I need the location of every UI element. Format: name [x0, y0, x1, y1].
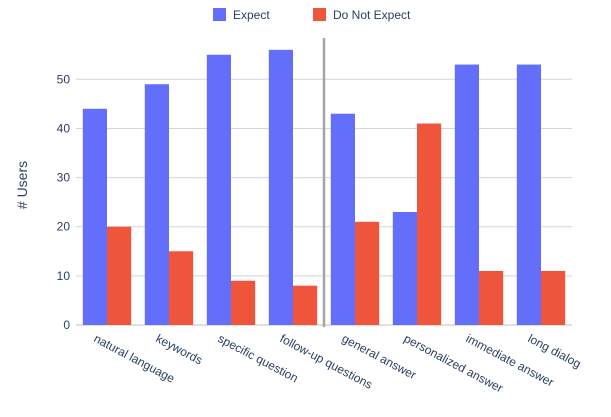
bar-expect-1 [144, 84, 169, 325]
bar-do-not-expect-6 [479, 270, 504, 325]
legend-swatch[interactable] [213, 8, 226, 21]
y-tick-labels: 0 10 20 30 40 50 [57, 72, 71, 332]
y-tick-label: 10 [57, 269, 71, 283]
y-tick-label: 20 [57, 220, 71, 234]
bar-expect-0 [82, 108, 107, 325]
bar-expect-6 [454, 64, 479, 325]
y-axis-title: # Users [14, 161, 30, 209]
bar-expect-7 [516, 64, 541, 325]
legend-label[interactable]: Do Not Expect [333, 8, 411, 22]
y-tick-label: 50 [57, 72, 71, 86]
bar-expect-5 [392, 211, 417, 325]
bar-expect-2 [206, 54, 231, 325]
bar-do-not-expect-5 [417, 123, 442, 325]
y-tick-label: 0 [63, 318, 70, 332]
y-tick-label: 30 [57, 171, 71, 185]
bar-do-not-expect-7 [541, 270, 566, 325]
bar-do-not-expect-2 [231, 280, 256, 325]
bar-do-not-expect-0 [107, 226, 132, 325]
legend: Expect Do Not Expect [213, 8, 411, 22]
bar-expect-3 [268, 49, 293, 326]
x-tick-label: keywords [154, 331, 205, 367]
bar-do-not-expect-3 [293, 285, 318, 325]
legend-label[interactable]: Expect [233, 8, 270, 22]
bar-do-not-expect-4 [355, 221, 380, 325]
bars [82, 49, 566, 326]
bar-do-not-expect-1 [169, 251, 194, 325]
bar-expect-4 [330, 113, 355, 325]
legend-swatch[interactable] [313, 8, 326, 21]
y-tick-label: 40 [57, 121, 71, 135]
